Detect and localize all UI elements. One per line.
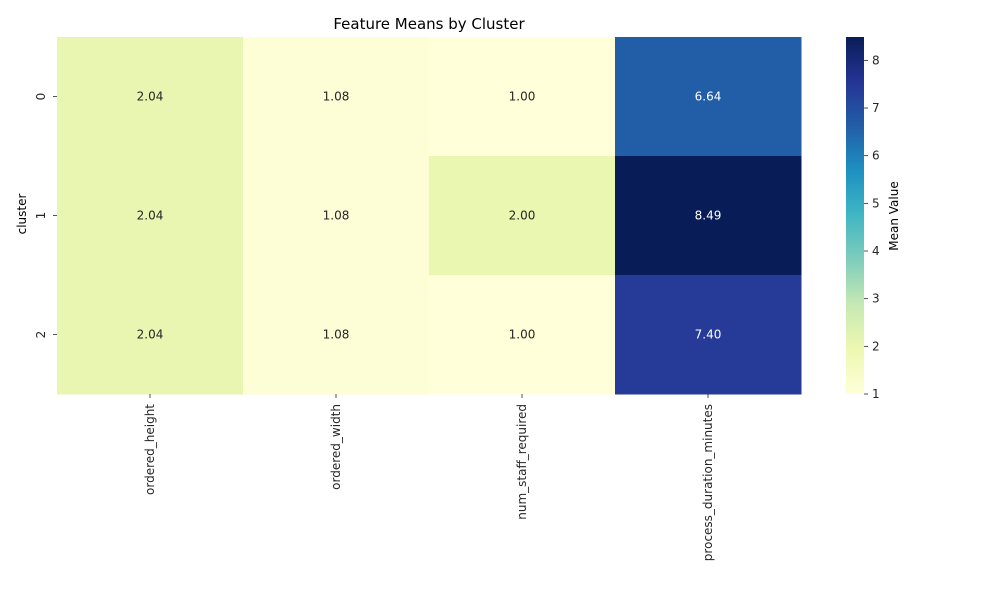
cell-value-label: 2.04 bbox=[137, 209, 164, 223]
cell-value-label: 1.08 bbox=[323, 328, 350, 342]
colorbar-tick-label: 3 bbox=[872, 292, 880, 306]
y-tick-label: 2 bbox=[34, 331, 48, 339]
colorbar-label: Mean Value bbox=[887, 181, 901, 250]
y-axis-label: cluster bbox=[15, 194, 29, 235]
heatmap-cell bbox=[615, 156, 802, 276]
x-tick-label: num_staff_required bbox=[515, 404, 529, 520]
cell-value-label: 7.40 bbox=[695, 328, 722, 342]
cell-value-label: 6.64 bbox=[695, 90, 722, 104]
colorbar-tick-label: 6 bbox=[872, 149, 880, 163]
cell-value-label: 8.49 bbox=[695, 209, 722, 223]
colorbar-tick-label: 4 bbox=[872, 244, 880, 258]
heatmap-cell bbox=[243, 156, 430, 276]
heatmap-cell bbox=[57, 37, 244, 157]
colorbar-tick-label: 1 bbox=[872, 387, 880, 401]
cell-value-label: 1.08 bbox=[323, 90, 350, 104]
heatmap-cell bbox=[429, 37, 616, 157]
x-tick-label: process_duration_minutes bbox=[701, 404, 715, 561]
x-tick-label: ordered_width bbox=[329, 404, 343, 490]
colorbar-tick-label: 7 bbox=[872, 101, 880, 115]
cell-value-label: 1.00 bbox=[509, 328, 536, 342]
heatmap-cell bbox=[243, 37, 430, 157]
heatmap-cells: 2.04 1.08 1.00 6.64 2.04 1.08 2.00 8.49 2.04 1.08… bbox=[57, 37, 802, 395]
colorbar-tick-label: 5 bbox=[872, 196, 880, 210]
heatmap-cell bbox=[615, 37, 802, 157]
cell-value-label: 1.00 bbox=[509, 90, 536, 104]
colorbar-tick-label: 2 bbox=[872, 339, 880, 353]
y-tick-label: 1 bbox=[34, 212, 48, 220]
heatmap-cell bbox=[243, 275, 430, 395]
colorbar-ticks: 1 2 3 4 5 6 7 8 bbox=[864, 53, 880, 401]
y-axis-ticks: 0 1 2 bbox=[34, 93, 57, 339]
heatmap-cell bbox=[429, 275, 616, 395]
x-tick-label: ordered_height bbox=[143, 404, 157, 495]
cell-value-label: 2.04 bbox=[137, 328, 164, 342]
y-tick-label: 0 bbox=[34, 93, 48, 101]
cell-value-label: 2.04 bbox=[137, 90, 164, 104]
heatmap-cell bbox=[429, 156, 616, 276]
colorbar bbox=[846, 37, 864, 394]
heatmap-cell bbox=[57, 156, 244, 276]
cell-value-label: 2.00 bbox=[509, 209, 536, 223]
chart-title: Feature Means by Cluster bbox=[333, 15, 525, 33]
heatmap-cell bbox=[57, 275, 244, 395]
heatmap-cell bbox=[615, 275, 802, 395]
cell-value-label: 1.08 bbox=[323, 209, 350, 223]
colorbar-tick-label: 8 bbox=[872, 53, 880, 67]
x-axis-ticks: ordered_height ordered_width num_staff_req… bbox=[143, 394, 715, 561]
